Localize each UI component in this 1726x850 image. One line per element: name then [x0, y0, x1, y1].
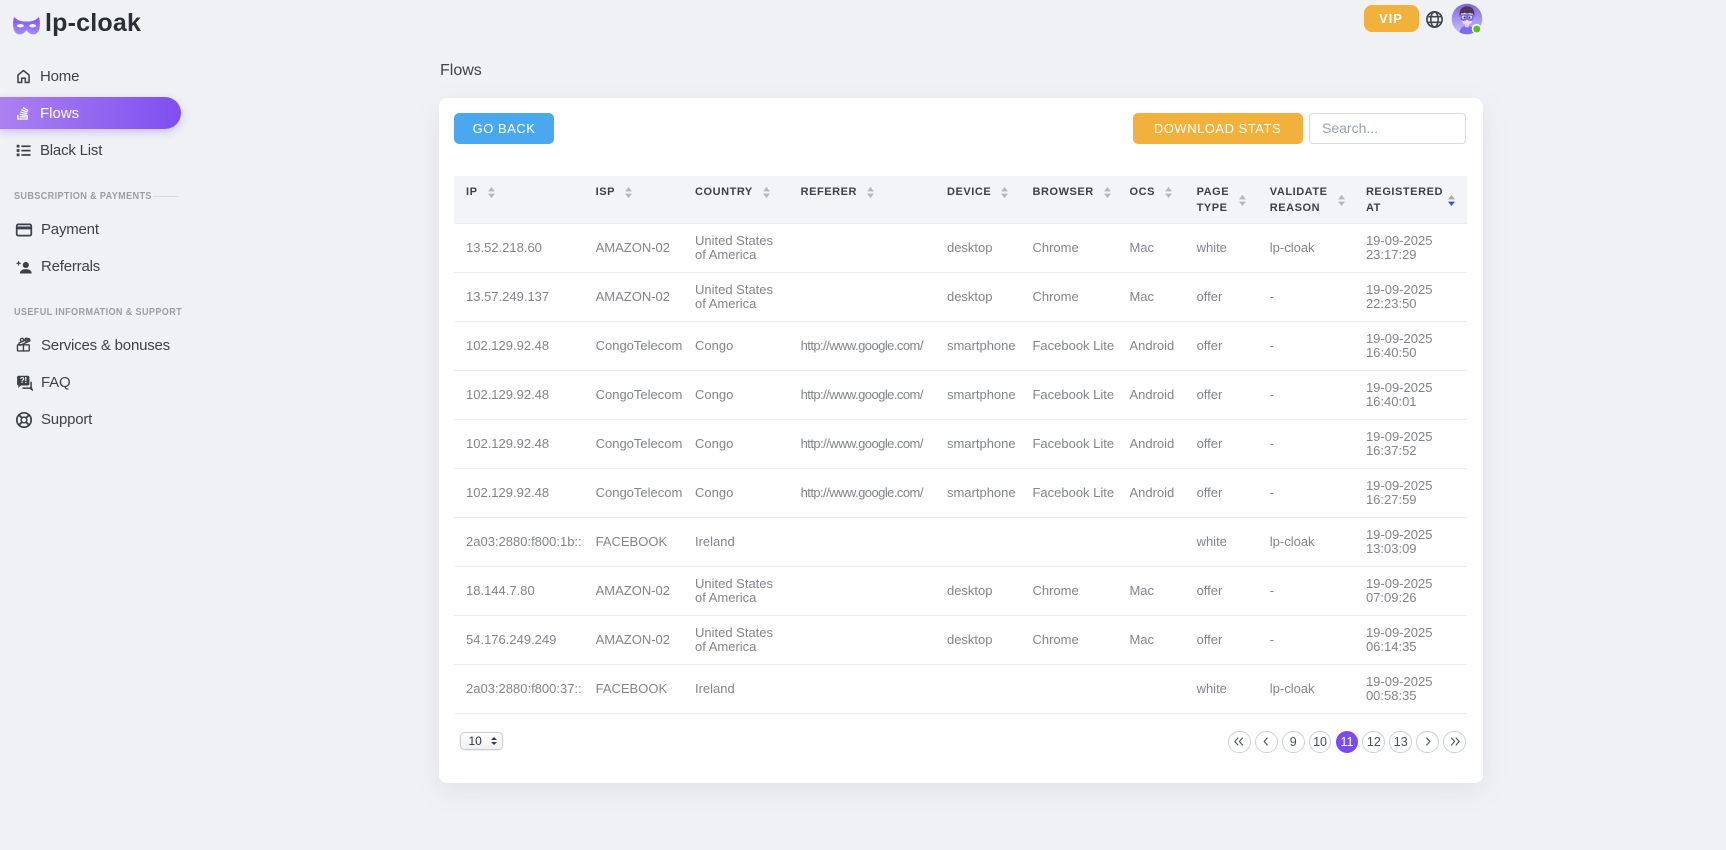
svg-text:?!: ?! [20, 376, 27, 385]
